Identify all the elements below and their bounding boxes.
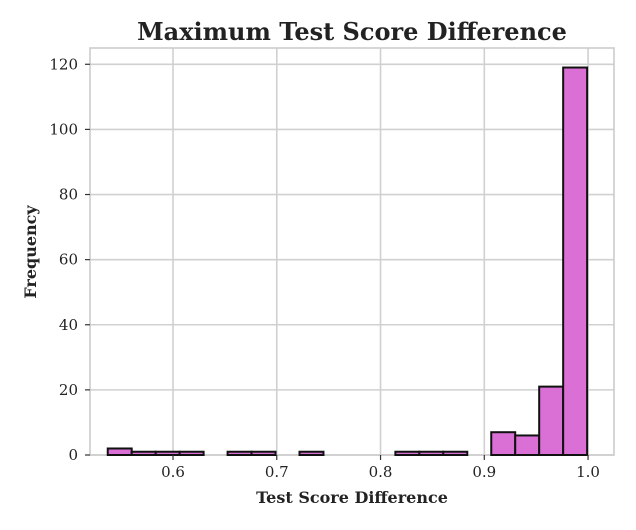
x-axis-label: Test Score Difference — [256, 488, 448, 507]
x-tick-label: 1.0 — [576, 463, 600, 481]
histogram-bars — [106, 66, 589, 457]
axis-ticks: 0.6 0.7 0.8 0.9 1.0 0 20 40 60 80 100 120 — [49, 55, 600, 481]
histogram-bar — [562, 66, 589, 456]
histogram-bar — [394, 450, 421, 456]
histogram-bar — [490, 431, 517, 457]
x-tick-label: 0.6 — [161, 463, 185, 481]
histogram-bar — [298, 450, 325, 456]
histogram-bar — [418, 450, 445, 456]
histogram-bar — [154, 450, 181, 456]
y-axis-label: Frequency — [21, 205, 40, 299]
y-tick-label: 40 — [59, 316, 78, 334]
histogram-bar — [538, 385, 565, 456]
plot-frame — [89, 47, 615, 456]
y-tick-label: 100 — [49, 120, 78, 138]
y-tick-label: 80 — [59, 186, 78, 204]
y-tick-label: 120 — [49, 55, 78, 73]
histogram-bar — [226, 450, 253, 456]
x-tick-label: 0.7 — [265, 463, 289, 481]
y-tick-label: 60 — [59, 251, 78, 269]
histogram-bar — [442, 450, 469, 456]
histogram-bar — [130, 450, 157, 456]
chart-title: Maximum Test Score Difference — [137, 17, 567, 46]
histogram-bar — [178, 450, 205, 456]
grid-lines — [90, 48, 614, 456]
y-tick-label: 0 — [68, 446, 78, 464]
x-tick-label: 0.9 — [472, 463, 496, 481]
histogram-bar — [106, 447, 133, 457]
histogram-bar — [250, 450, 277, 456]
histogram-bar — [514, 434, 541, 456]
y-tick-label: 20 — [59, 381, 78, 399]
x-tick-label: 0.8 — [369, 463, 393, 481]
